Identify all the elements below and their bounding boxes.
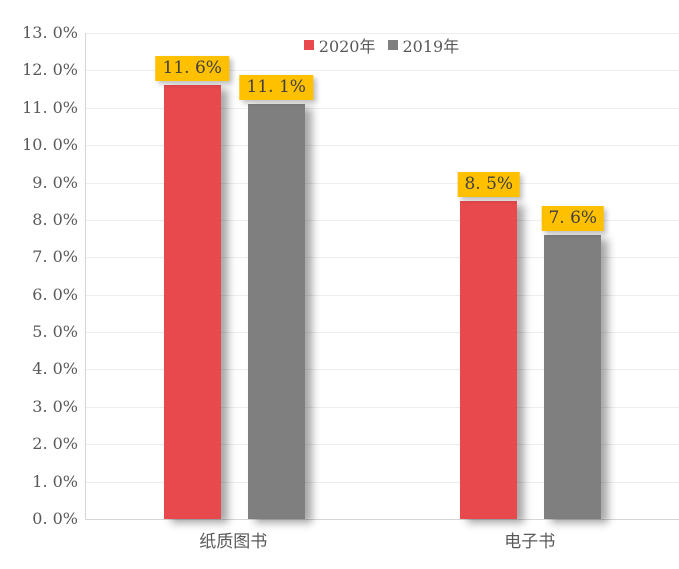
y-tick-label: 8. 0% <box>32 209 78 229</box>
y-tick-label: 2. 0% <box>32 434 78 454</box>
y-tick-label: 7. 0% <box>32 247 78 267</box>
gridline <box>86 33 679 34</box>
legend-item: 2019年 <box>387 33 460 57</box>
gridline <box>86 294 679 296</box>
y-tick-label: 3. 0% <box>32 396 78 416</box>
legend-label: 2020年 <box>318 37 376 56</box>
legend-label: 2019年 <box>402 37 460 56</box>
gridline <box>86 369 679 371</box>
y-tick-label: 10. 0% <box>22 135 78 155</box>
gridline <box>86 70 679 72</box>
gridline <box>86 107 679 109</box>
bar <box>247 104 305 519</box>
y-tick-label: 6. 0% <box>32 284 78 304</box>
legend-swatch <box>387 40 398 50</box>
x-category-label: 纸质图书 <box>199 532 268 552</box>
y-tick-label: 9. 0% <box>32 172 78 192</box>
gridline <box>86 182 679 184</box>
y-tick-label: 12. 0% <box>22 60 78 80</box>
legend: 2020年 2019年 <box>85 33 678 57</box>
plot-area: 11. 6% 8. 5% 11. 1% 7. 6% <box>85 33 679 520</box>
gridline <box>86 481 679 483</box>
bar <box>460 201 518 519</box>
y-tick-label: 1. 0% <box>32 471 78 491</box>
gridline <box>86 257 679 259</box>
gridline <box>86 219 679 221</box>
gridline <box>86 406 679 408</box>
gridline <box>86 145 679 147</box>
y-tick-label: 13. 0% <box>22 23 78 42</box>
data-label: 11. 6% <box>155 56 229 82</box>
y-tick-label: 4. 0% <box>32 359 78 379</box>
x-category-label: 电子书 <box>504 532 556 552</box>
gridline <box>86 444 679 446</box>
gridline <box>86 332 679 334</box>
legend-swatch <box>303 40 314 50</box>
data-label: 7. 6% <box>541 205 605 231</box>
bar <box>163 85 221 519</box>
legend-item: 2020年 <box>303 33 376 57</box>
data-label: 8. 5% <box>457 172 521 198</box>
y-tick-label: 0. 0% <box>32 509 78 528</box>
data-label: 11. 1% <box>239 75 313 101</box>
y-tick-label: 5. 0% <box>32 322 78 342</box>
bar <box>544 234 602 519</box>
y-tick-label: 11. 0% <box>22 97 78 117</box>
